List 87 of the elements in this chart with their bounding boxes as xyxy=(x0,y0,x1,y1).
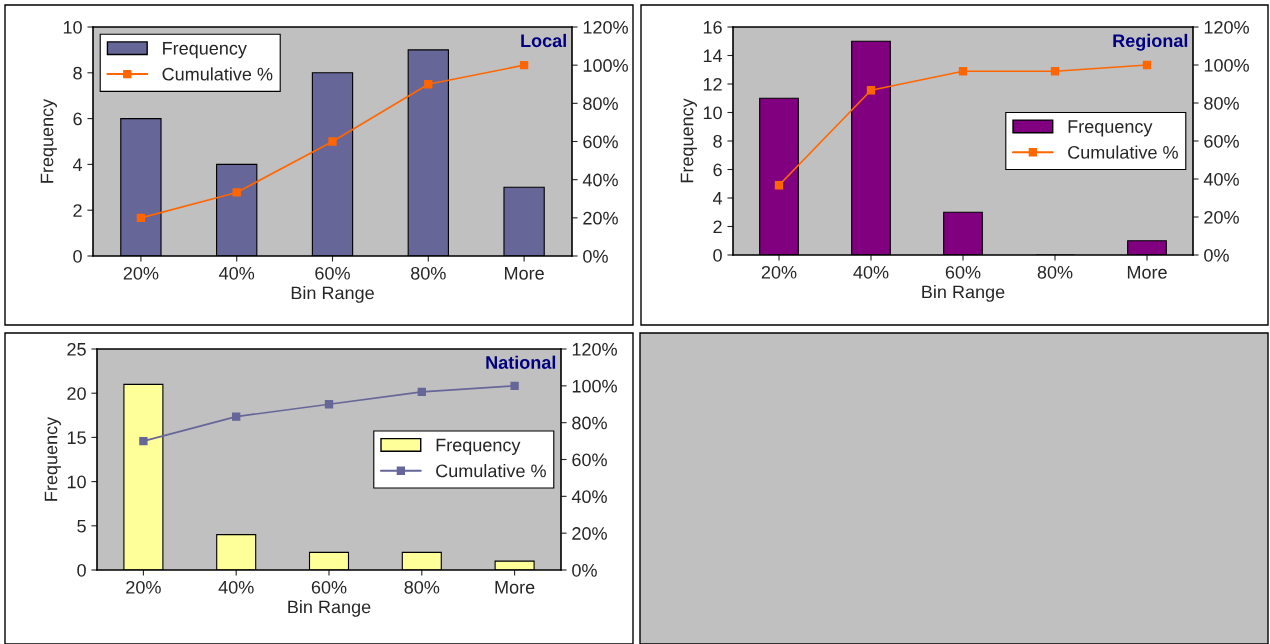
x-axis-title: Bin Range xyxy=(291,286,374,303)
point xyxy=(417,387,426,397)
x-tick-label: 40% xyxy=(853,265,889,279)
y-tick-label: 20 xyxy=(67,387,86,400)
x-tick-label: More xyxy=(1127,266,1167,279)
y-tick-label: 12 xyxy=(703,77,722,91)
point xyxy=(1142,60,1152,70)
point xyxy=(958,67,968,76)
point xyxy=(510,381,519,391)
y-tick-label: 8 xyxy=(713,134,722,148)
y2-tick-label: 20% xyxy=(583,211,618,225)
y2-tick-label: 0% xyxy=(583,249,608,263)
legend-label: Cumulative % xyxy=(1068,145,1178,159)
y-tick-label: 14 xyxy=(703,49,723,63)
y2-tick-label: 40% xyxy=(571,490,607,504)
x-tick-label: 80% xyxy=(411,266,446,280)
x-tick-label: 80% xyxy=(404,580,440,594)
y-axis-title: Frequency xyxy=(40,98,57,183)
point xyxy=(774,181,784,190)
y2-tick-label: 60% xyxy=(572,453,607,467)
point xyxy=(232,188,241,197)
x-tick-label: 60% xyxy=(315,266,350,280)
y-tick-label: 4 xyxy=(712,192,723,205)
y2-tick-label: 0% xyxy=(1204,248,1229,262)
y2-tick-label: 40% xyxy=(582,173,618,187)
y2-tick-label: 20% xyxy=(1204,210,1239,224)
point xyxy=(324,400,334,409)
y-tick-label: 10 xyxy=(67,475,86,489)
x-tick-label: 40% xyxy=(218,580,254,594)
y2-tick-label: 0% xyxy=(572,563,597,577)
y2-tick-label: 80% xyxy=(572,416,607,430)
x-tick-label: 80% xyxy=(1037,265,1073,279)
x-axis-title: Bin Range xyxy=(922,285,1005,302)
x-tick-label: 20% xyxy=(761,265,797,279)
y-tick-label: 2 xyxy=(73,204,82,217)
y-tick-label: 6 xyxy=(713,163,722,177)
y-tick-label: 4 xyxy=(72,158,83,171)
y-tick-label: 10 xyxy=(703,106,722,120)
chart-title: Regional xyxy=(1113,33,1188,51)
y2-tick-label: 40% xyxy=(1203,172,1239,186)
point xyxy=(136,213,146,223)
point xyxy=(424,80,433,89)
y-tick-label: 0 xyxy=(73,249,82,263)
y2-tick-label: 60% xyxy=(1204,134,1239,148)
y2-tick-label: 100% xyxy=(583,59,628,72)
point xyxy=(232,412,241,421)
y2-tick-label: 100% xyxy=(1204,58,1249,72)
y2-tick-label: 120% xyxy=(572,342,617,356)
y-axis-title: Frequency xyxy=(680,98,697,183)
x-tick-label: More xyxy=(505,267,544,280)
y-tick-label: 6 xyxy=(73,112,82,126)
y2-tick-label: 120% xyxy=(1204,20,1249,34)
y-tick-label: 5 xyxy=(77,519,86,533)
y2-tick-label: 20% xyxy=(572,527,607,540)
x-tick-label: 60% xyxy=(311,580,347,594)
point xyxy=(139,436,148,446)
x-axis-title: Bin Range xyxy=(288,600,371,617)
x-tick-label: 40% xyxy=(219,266,255,280)
point xyxy=(328,137,337,146)
y-tick-label: 10 xyxy=(63,20,82,34)
y-tick-label: 0 xyxy=(77,563,86,577)
legend-label: Frequency xyxy=(436,438,521,455)
y-tick-label: 2 xyxy=(713,220,722,234)
y-axis-title: Frequency xyxy=(44,416,61,501)
x-tick-label: 20% xyxy=(123,266,159,280)
y2-tick-label: 100% xyxy=(572,379,617,393)
y2-tick-label: 80% xyxy=(583,97,618,111)
y-tick-label: 16 xyxy=(703,20,722,34)
y-tick-label: 8 xyxy=(73,66,82,80)
chart-title: Local xyxy=(521,33,566,48)
chart-title: National xyxy=(486,355,556,369)
legend-label: Cumulative % xyxy=(162,67,273,81)
y-tick-label: 0 xyxy=(713,248,722,262)
legend-label: Frequency xyxy=(1068,120,1153,137)
y-tick-label: 15 xyxy=(67,431,86,445)
y2-tick-label: 80% xyxy=(1204,96,1239,110)
point xyxy=(519,60,529,70)
legend-label: Cumulative % xyxy=(436,464,546,478)
x-tick-label: More xyxy=(495,581,535,594)
y2-tick-label: 60% xyxy=(583,135,618,149)
point xyxy=(1050,67,1060,76)
x-tick-label: 60% xyxy=(945,265,981,279)
legend-label: Frequency xyxy=(163,42,247,59)
x-tick-label: 20% xyxy=(126,580,161,594)
y-tick-label: 25 xyxy=(67,342,86,356)
y2-tick-label: 120% xyxy=(583,20,628,34)
point xyxy=(866,86,876,95)
